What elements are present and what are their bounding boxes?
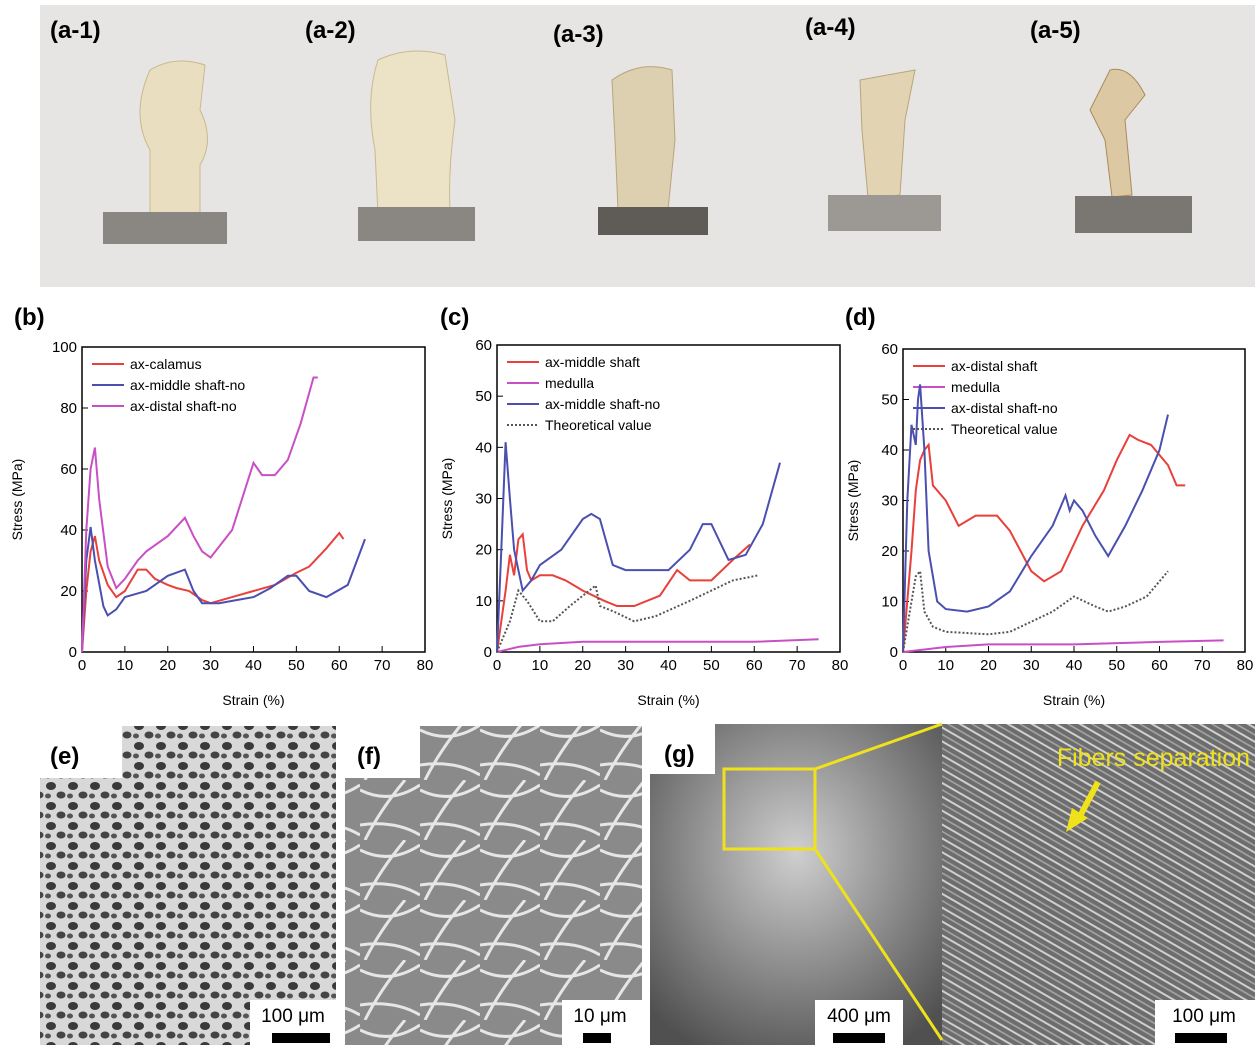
scale-bar <box>272 1033 330 1043</box>
y-tick-label: 40 <box>881 442 898 459</box>
y-tick-label: 10 <box>475 593 492 610</box>
y-tick-label: 0 <box>484 644 492 661</box>
y-tick-label: 20 <box>475 542 492 559</box>
y-tick-label: 100 <box>52 339 77 356</box>
x-tick-label: 30 <box>202 657 219 674</box>
x-tick-label: 70 <box>1194 657 1211 674</box>
panel-label: (a-4) <box>805 14 856 41</box>
x-tick-label: 40 <box>660 657 677 674</box>
x-tick-label: 10 <box>937 657 954 674</box>
y-tick-label: 30 <box>881 493 898 510</box>
legend-label: ax-middle shaft <box>545 354 640 370</box>
x-tick-label: 60 <box>746 657 763 674</box>
micrograph-g-detail <box>942 724 1255 1045</box>
x-tick-label: 80 <box>1237 657 1254 674</box>
legend-label: ax-distal shaft-no <box>951 400 1058 416</box>
data-line <box>497 575 759 652</box>
scale-bar-label: 400 μm <box>827 1006 891 1027</box>
y-tick-label: 10 <box>881 594 898 611</box>
legend-label: ax-middle shaft-no <box>130 377 245 393</box>
x-axis-title: Strain (%) <box>222 692 284 708</box>
legend-label: Theoretical value <box>545 417 652 433</box>
x-tick-label: 40 <box>245 657 262 674</box>
x-tick-label: 0 <box>78 657 86 674</box>
panel-label: (e) <box>50 743 79 770</box>
x-tick-label: 0 <box>899 657 907 674</box>
legend-label: medulla <box>545 375 594 391</box>
scale-bar-label: 100 μm <box>1172 1006 1236 1027</box>
x-tick-label: 50 <box>288 657 305 674</box>
data-line <box>497 639 819 652</box>
y-tick-label: 40 <box>475 439 492 456</box>
legend-label: ax-distal shaft <box>951 358 1037 374</box>
y-tick-label: 20 <box>881 543 898 560</box>
y-tick-label: 60 <box>60 461 77 478</box>
x-tick-label: 60 <box>1151 657 1168 674</box>
y-tick-label: 20 <box>60 583 77 600</box>
y-tick-label: 50 <box>881 392 898 409</box>
y-tick-label: 50 <box>475 388 492 405</box>
x-tick-label: 80 <box>417 657 434 674</box>
y-tick-label: 0 <box>69 644 77 661</box>
x-axis-title: Strain (%) <box>1043 692 1105 708</box>
y-tick-label: 30 <box>475 491 492 508</box>
x-tick-label: 30 <box>1023 657 1040 674</box>
legend-label: medulla <box>951 379 1000 395</box>
panel-label: (f) <box>357 743 381 770</box>
scale-bar <box>833 1033 885 1043</box>
scale-bar-label: 10 μm <box>573 1006 626 1027</box>
x-tick-label: 20 <box>574 657 591 674</box>
panel-label: (a-3) <box>553 21 604 48</box>
data-line <box>903 640 1224 652</box>
scale-bar <box>583 1033 611 1043</box>
x-tick-label: 20 <box>159 657 176 674</box>
y-tick-label: 60 <box>881 341 898 358</box>
x-tick-label: 30 <box>617 657 634 674</box>
x-tick-label: 70 <box>374 657 391 674</box>
data-line <box>82 527 365 652</box>
x-tick-label: 50 <box>1108 657 1125 674</box>
legend-label: ax-calamus <box>130 356 202 372</box>
legend-label: ax-distal shaft-no <box>130 398 237 414</box>
y-tick-label: 60 <box>475 337 492 354</box>
panel-label: (g) <box>664 741 695 768</box>
legend-label: Theoretical value <box>951 421 1058 437</box>
legend-label: ax-middle shaft-no <box>545 396 660 412</box>
x-tick-label: 80 <box>832 657 849 674</box>
x-tick-label: 60 <box>331 657 348 674</box>
x-tick-label: 10 <box>117 657 134 674</box>
data-line <box>903 571 1168 652</box>
panel-label: (a-2) <box>305 17 356 44</box>
data-line <box>497 534 750 652</box>
y-tick-label: 40 <box>60 522 77 539</box>
y-axis-title: Stress (MPa) <box>439 458 455 540</box>
figure: (a-1) (a-2) (a-3) (a-4) (a-5) (e) (f) (g… <box>0 0 1260 1045</box>
annotation: Fibers separation <box>1057 744 1250 772</box>
x-axis-title: Strain (%) <box>637 692 699 708</box>
panel-label: (a-1) <box>50 17 101 44</box>
data-line <box>903 435 1185 652</box>
page: (a-1) (a-2) (a-3) (a-4) (a-5) (e) (f) (g… <box>0 0 1260 1045</box>
x-tick-label: 10 <box>532 657 549 674</box>
scale-bar-label: 100 μm <box>261 1006 325 1027</box>
plot-frame <box>497 345 840 652</box>
y-axis-title: Stress (MPa) <box>9 459 25 541</box>
x-tick-label: 40 <box>1066 657 1083 674</box>
x-tick-label: 20 <box>980 657 997 674</box>
data-line <box>82 533 344 652</box>
x-tick-label: 0 <box>493 657 501 674</box>
y-tick-label: 0 <box>890 644 898 661</box>
y-axis-title: Stress (MPa) <box>845 460 861 542</box>
panel-label: (c) <box>440 304 469 331</box>
x-tick-label: 50 <box>703 657 720 674</box>
scale-bar <box>1175 1033 1227 1043</box>
panel-label: (d) <box>845 304 876 331</box>
data-line <box>82 378 318 653</box>
y-tick-label: 80 <box>60 400 77 417</box>
x-tick-label: 70 <box>789 657 806 674</box>
panel-label: (b) <box>14 304 45 331</box>
panel-label: (a-5) <box>1030 17 1081 44</box>
